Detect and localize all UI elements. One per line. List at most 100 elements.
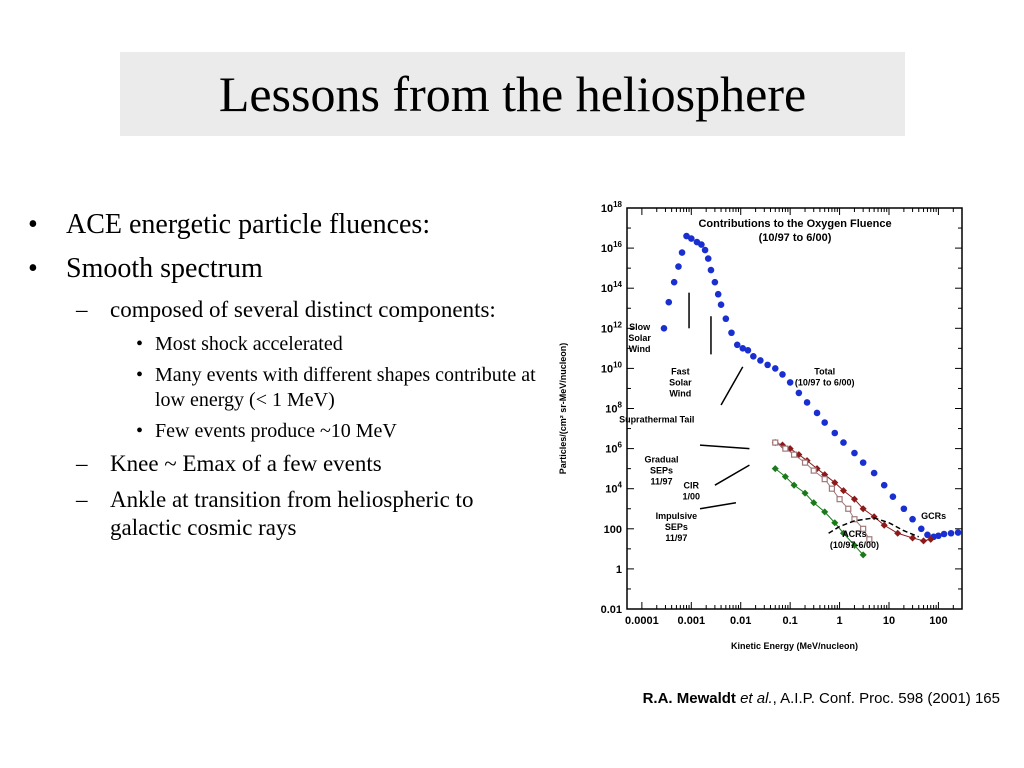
data-point xyxy=(860,525,867,532)
annotation-label: Fast xyxy=(671,366,690,376)
bullet-text: Many events with different shapes contri… xyxy=(155,364,536,411)
data-point xyxy=(859,505,867,513)
data-point xyxy=(831,429,839,437)
y-tick-label: 1018 xyxy=(601,200,623,215)
data-point xyxy=(810,467,817,474)
y-tick-label: 1012 xyxy=(601,320,623,335)
data-point xyxy=(839,487,848,495)
x-tick-label: 0.01 xyxy=(730,615,751,627)
series-line xyxy=(828,517,920,538)
data-point xyxy=(828,485,836,492)
annotation-label: Slow xyxy=(629,322,651,332)
citation: R.A. Mewaldt et al., A.I.P. Conf. Proc. … xyxy=(643,690,1000,707)
sub-sub-bullet-item: • Many events with different shapes contr… xyxy=(28,363,548,413)
data-point xyxy=(701,246,709,254)
data-point xyxy=(772,439,779,446)
annotation-label: Wind xyxy=(669,388,691,398)
chart-subtitle: (10/97 to 6/00) xyxy=(759,232,832,244)
annotation-label: SEPs xyxy=(665,522,688,532)
bullet-item: • ACE energetic particle fluences: xyxy=(28,208,548,242)
annotation-label: Impulsive xyxy=(656,511,698,521)
data-point xyxy=(909,534,917,542)
data-point xyxy=(781,473,789,481)
chart-title: Contributions to the Oxygen Fluence xyxy=(698,218,891,230)
sub-bullet-item: – Ankle at transition from heliospheric t… xyxy=(28,486,548,542)
x-axis-label: Kinetic Energy (MeV/nucleon) xyxy=(731,641,858,651)
data-point xyxy=(900,505,908,513)
data-point xyxy=(678,249,686,256)
data-point xyxy=(920,537,928,545)
data-point xyxy=(810,499,818,507)
sub-sub-bullet-item: • Most shock accelerated xyxy=(28,332,548,357)
data-point xyxy=(889,493,897,500)
data-point xyxy=(935,532,942,540)
annotation-label: (10/97-6/00) xyxy=(830,540,879,550)
x-tick-label: 0.1 xyxy=(783,615,798,627)
data-point xyxy=(660,325,668,332)
data-point xyxy=(866,536,873,543)
annotation-pointer xyxy=(720,366,744,406)
y-tick-label: 1010 xyxy=(601,360,623,375)
x-tick-label: 1 xyxy=(837,615,843,627)
annotation-label: 1/00 xyxy=(683,492,701,502)
data-point xyxy=(714,290,722,298)
bullet-item: • Smooth spectrum xyxy=(28,252,548,286)
bullet-marker: • xyxy=(136,333,144,355)
data-point xyxy=(801,489,809,497)
bullet-text: Ankle at transition from heliospheric to… xyxy=(110,487,474,540)
data-point xyxy=(880,481,888,489)
citation-etal: et al. xyxy=(740,690,773,707)
data-point xyxy=(870,469,878,477)
data-point xyxy=(771,365,779,372)
data-point xyxy=(927,535,935,543)
citation-rest: , A.I.P. Conf. Proc. 598 (2001) 165 xyxy=(772,690,1000,707)
annotation-label: (10/97 to 6/00) xyxy=(795,377,855,387)
bullet-text: Few events produce ~10 MeV xyxy=(155,420,397,442)
data-point xyxy=(831,519,839,527)
annotation-pointer xyxy=(714,464,750,486)
data-point xyxy=(764,361,771,369)
data-point xyxy=(845,505,852,512)
bullet-marker: • xyxy=(28,209,38,240)
oxygen-fluence-chart: 0.0001 0.001 0.01 0.1 1 10 100 1018 1016 1014 1012… xyxy=(558,200,963,651)
data-point xyxy=(801,459,809,466)
chart-container: 0.0001 0.001 0.01 0.1 1 10 100 1018 1016 1014 1012… xyxy=(550,196,970,666)
data-point xyxy=(831,479,839,487)
data-point xyxy=(739,345,747,352)
data-point xyxy=(840,439,847,446)
data-point xyxy=(665,298,673,306)
annotation-label: CIR xyxy=(684,481,700,491)
data-point xyxy=(821,419,828,426)
bullet-text: composed of several distinct components: xyxy=(110,297,496,322)
annotation-label: GCRs xyxy=(921,511,946,521)
bullet-marker: • xyxy=(136,420,144,442)
annotation-pointer xyxy=(699,444,750,450)
data-point xyxy=(851,449,858,457)
citation-author: R.A. Mewaldt xyxy=(642,690,736,707)
series-line xyxy=(774,468,864,556)
data-point xyxy=(728,329,735,337)
y-tick-label: 1 xyxy=(616,564,622,576)
x-tick-label: 100 xyxy=(929,615,947,627)
data-point xyxy=(850,541,858,549)
data-point xyxy=(836,496,843,503)
sub-sub-bullet-item: • Few events produce ~10 MeV xyxy=(28,419,548,444)
x-tick-label: 0.001 xyxy=(678,615,706,627)
bullet-marker: – xyxy=(76,451,88,476)
y-tick-label: 100 xyxy=(604,524,622,536)
y-axis-label: Particles/(cm² sr-MeV/nucleon) xyxy=(558,343,568,475)
data-point xyxy=(821,508,829,516)
annotation-label: SEPs xyxy=(650,466,673,476)
data-point xyxy=(850,495,858,503)
annotation-label: Suprathermal Tail xyxy=(619,415,694,425)
data-point xyxy=(851,516,858,523)
data-point xyxy=(717,301,725,309)
title-box: Lessons from the heliosphere xyxy=(120,52,905,136)
annotation-label: 11/97 xyxy=(665,533,687,543)
data-point xyxy=(894,529,902,537)
bullet-marker: – xyxy=(76,487,88,512)
data-point xyxy=(722,315,730,323)
data-point xyxy=(688,235,695,242)
bullet-text: Smooth spectrum xyxy=(66,253,263,284)
data-point xyxy=(704,255,712,262)
